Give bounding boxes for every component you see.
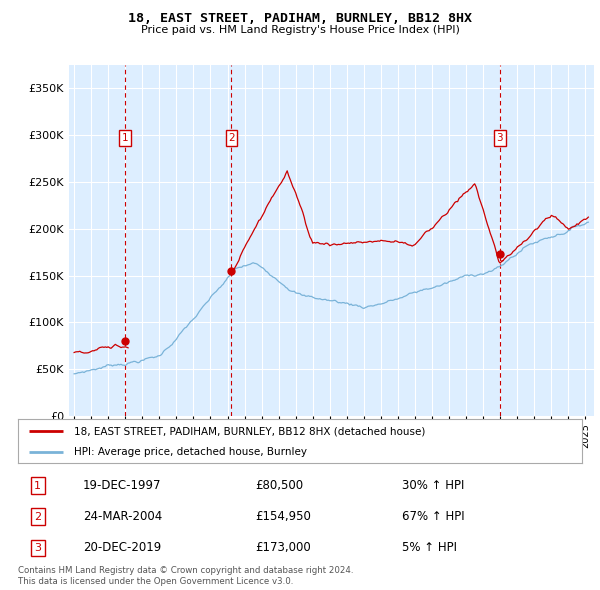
Text: 2: 2: [34, 512, 41, 522]
Text: 20-DEC-2019: 20-DEC-2019: [83, 542, 161, 555]
Text: 18, EAST STREET, PADIHAM, BURNLEY, BB12 8HX (detached house): 18, EAST STREET, PADIHAM, BURNLEY, BB12 …: [74, 427, 426, 436]
Text: £80,500: £80,500: [255, 479, 303, 492]
Text: £154,950: £154,950: [255, 510, 311, 523]
Text: 1: 1: [34, 481, 41, 490]
Text: 19-DEC-1997: 19-DEC-1997: [83, 479, 161, 492]
Text: 18, EAST STREET, PADIHAM, BURNLEY, BB12 8HX: 18, EAST STREET, PADIHAM, BURNLEY, BB12 …: [128, 12, 472, 25]
Text: HPI: Average price, detached house, Burnley: HPI: Average price, detached house, Burn…: [74, 447, 307, 457]
Text: 30% ↑ HPI: 30% ↑ HPI: [401, 479, 464, 492]
Text: 3: 3: [34, 543, 41, 553]
Text: 2: 2: [228, 133, 235, 143]
Text: £173,000: £173,000: [255, 542, 311, 555]
Text: 67% ↑ HPI: 67% ↑ HPI: [401, 510, 464, 523]
Text: 3: 3: [496, 133, 503, 143]
Text: 1: 1: [121, 133, 128, 143]
Text: Contains HM Land Registry data © Crown copyright and database right 2024.
This d: Contains HM Land Registry data © Crown c…: [18, 566, 353, 586]
Text: 5% ↑ HPI: 5% ↑ HPI: [401, 542, 457, 555]
Text: 24-MAR-2004: 24-MAR-2004: [83, 510, 162, 523]
Text: Price paid vs. HM Land Registry's House Price Index (HPI): Price paid vs. HM Land Registry's House …: [140, 25, 460, 35]
